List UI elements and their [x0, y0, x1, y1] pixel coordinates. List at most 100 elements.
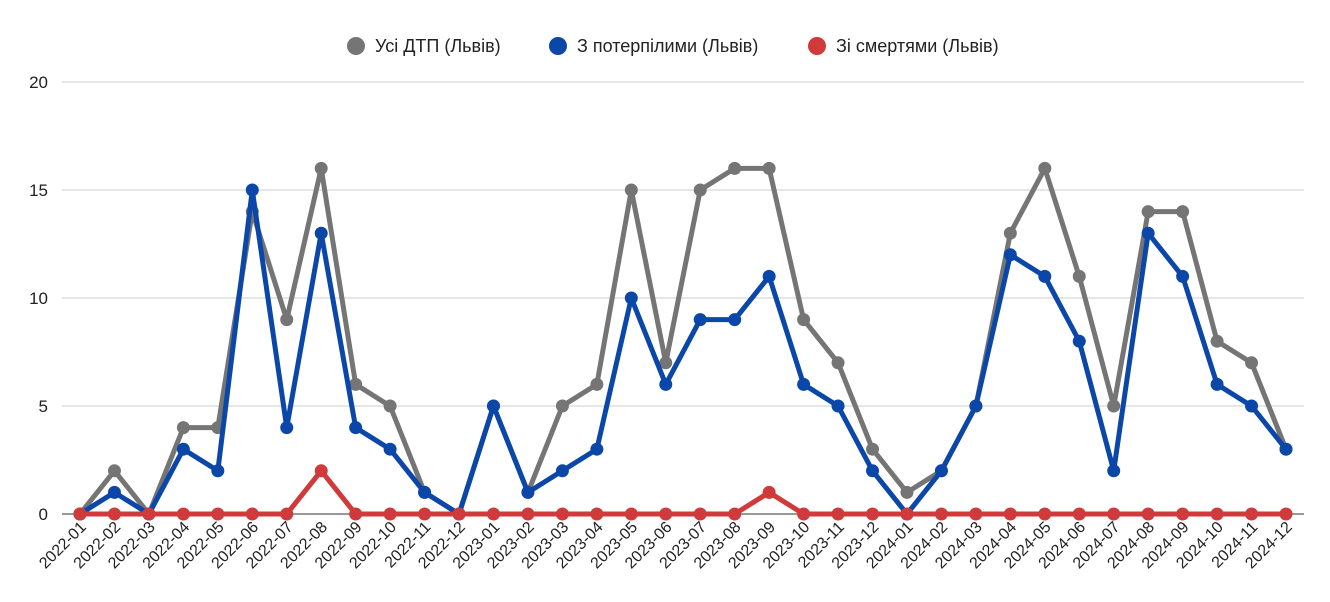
data-point: [418, 507, 432, 521]
data-point: [176, 421, 190, 435]
data-point: [314, 161, 328, 175]
data-point: [900, 507, 914, 521]
data-point: [555, 399, 569, 413]
data-point: [555, 507, 569, 521]
legend-item: З потерпілими (Львів): [549, 36, 758, 56]
data-point: [383, 507, 397, 521]
data-point: [797, 507, 811, 521]
data-point: [934, 507, 948, 521]
data-point: [176, 507, 190, 521]
data-point: [659, 356, 673, 370]
legend-label: Усі ДТП (Львів): [375, 36, 501, 56]
data-point: [762, 269, 776, 283]
data-point: [1176, 507, 1190, 521]
data-point: [866, 442, 880, 456]
legend-label: Зі смертями (Львів): [836, 36, 999, 56]
data-point: [107, 464, 121, 478]
legend-item: Зі смертями (Львів): [808, 36, 999, 56]
x-axis-ticks: 2022-012022-022022-032022-042022-052022-…: [36, 519, 1296, 573]
data-point: [1141, 205, 1155, 219]
data-point: [486, 399, 500, 413]
legend-marker-icon: [549, 37, 567, 55]
data-point: [418, 485, 432, 499]
data-point: [1107, 464, 1121, 478]
data-point: [1038, 507, 1052, 521]
data-point: [831, 399, 845, 413]
legend-marker-icon: [808, 37, 826, 55]
data-point: [624, 507, 638, 521]
series-line: [77, 468, 1289, 517]
data-point: [1107, 399, 1121, 413]
data-point: [762, 161, 776, 175]
data-point: [1176, 269, 1190, 283]
data-point: [1279, 442, 1293, 456]
data-point: [1210, 377, 1224, 391]
data-point: [590, 507, 604, 521]
data-point: [1245, 507, 1259, 521]
data-point: [142, 507, 156, 521]
data-point: [969, 399, 983, 413]
data-point: [1141, 226, 1155, 240]
data-point: [693, 507, 707, 521]
data-point: [969, 507, 983, 521]
data-point: [1141, 507, 1155, 521]
data-point: [693, 183, 707, 197]
y-tick-label: 10: [29, 289, 48, 308]
data-point: [1176, 205, 1190, 219]
data-point: [1038, 269, 1052, 283]
data-point: [280, 421, 294, 435]
legend-label: З потерпілими (Львів): [577, 36, 758, 56]
data-point: [659, 507, 673, 521]
data-point: [1072, 507, 1086, 521]
series-3: [73, 464, 1293, 521]
data-point: [107, 485, 121, 499]
data-point: [1072, 269, 1086, 283]
data-point: [521, 507, 535, 521]
data-point: [831, 507, 845, 521]
data-point: [280, 313, 294, 327]
data-point: [728, 507, 742, 521]
data-point: [797, 313, 811, 327]
data-point: [486, 507, 500, 521]
chart-legend: Усі ДТП (Львів) З потерпілими (Львів) Зі с…: [347, 36, 999, 56]
data-point: [1245, 356, 1259, 370]
data-point: [866, 464, 880, 478]
series-line: [77, 187, 1289, 517]
data-point: [728, 313, 742, 327]
data-point: [555, 464, 569, 478]
data-point: [349, 377, 363, 391]
data-point: [1107, 507, 1121, 521]
data-point: [314, 464, 328, 478]
data-point: [245, 183, 259, 197]
data-point: [211, 507, 225, 521]
y-tick-label: 15: [29, 181, 48, 200]
data-point: [245, 507, 259, 521]
y-axis-ticks: 0 5 10 15 20: [29, 73, 48, 524]
data-point: [1245, 399, 1259, 413]
data-point: [1072, 334, 1086, 348]
data-point: [831, 356, 845, 370]
data-point: [1210, 334, 1224, 348]
data-point: [624, 291, 638, 305]
data-point: [1003, 248, 1017, 262]
y-tick-label: 5: [39, 397, 48, 416]
data-point: [1003, 507, 1017, 521]
data-point: [693, 313, 707, 327]
data-point: [900, 485, 914, 499]
data-point: [314, 226, 328, 240]
data-point: [1038, 161, 1052, 175]
y-tick-label: 0: [39, 505, 48, 524]
series-line: [77, 165, 1289, 517]
data-point: [590, 377, 604, 391]
data-point: [934, 464, 948, 478]
data-point: [521, 485, 535, 499]
data-point: [1210, 507, 1224, 521]
data-point: [866, 507, 880, 521]
data-point: [728, 161, 742, 175]
data-point: [383, 442, 397, 456]
legend-item: Усі ДТП (Львів): [347, 36, 501, 56]
data-point: [762, 485, 776, 499]
data-point: [383, 399, 397, 413]
data-point: [590, 442, 604, 456]
